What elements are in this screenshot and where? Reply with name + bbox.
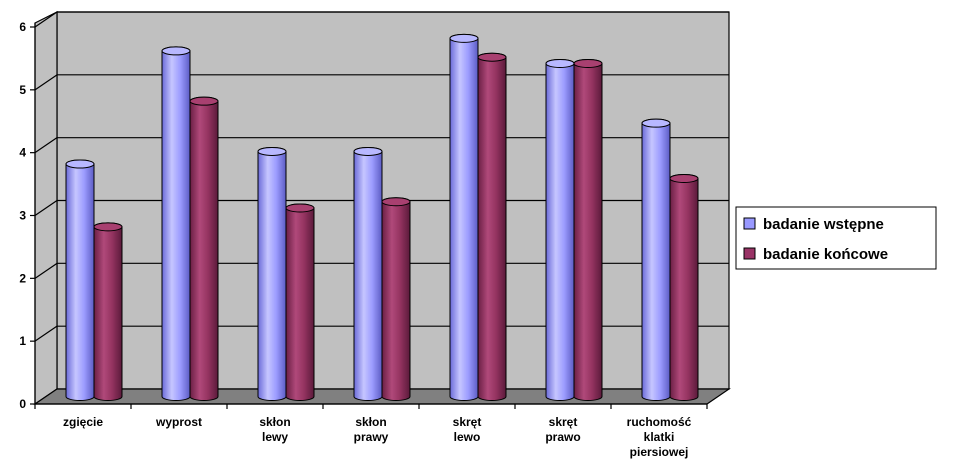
y-tick-label: 2 — [19, 271, 26, 285]
x-category-label-line: klatki — [644, 430, 675, 444]
x-category-label-line: skręt — [549, 415, 578, 429]
x-category-label-line: prawo — [545, 430, 580, 444]
y-axis: 0 1 2 3 4 5 6 — [19, 20, 36, 411]
x-category-label-line: lewo — [454, 430, 481, 444]
gridline — [34, 200, 58, 216]
x-category-label: zgięcie — [63, 415, 103, 429]
legend-box — [735, 206, 937, 270]
legend-swatch-badanie-koncowe — [743, 247, 756, 260]
bar-6-series-1 — [669, 173, 699, 401]
bar-4-series-1 — [477, 52, 507, 401]
bar-top-5-series-1 — [573, 58, 603, 68]
bar-5-series-1 — [573, 59, 603, 401]
x-category-label-line: skłon — [259, 415, 290, 429]
bar-5-series-0 — [545, 59, 575, 401]
legend-label-badanie-koncowe: badanie końcowe — [763, 246, 888, 263]
x-category-label-line: prawy — [354, 430, 389, 444]
legend: badanie wstępne badanie końcowe — [735, 206, 937, 270]
bar-0-series-1 — [93, 222, 123, 401]
bar-0-series-0 — [65, 159, 95, 401]
bar-top-6-series-0 — [641, 118, 671, 128]
bars — [65, 33, 699, 401]
bar-1-series-1 — [189, 96, 219, 401]
bar-top-0-series-0 — [65, 159, 95, 169]
x-category-label-line: piersiowej — [630, 445, 689, 459]
bar-top-4-series-1 — [477, 52, 507, 62]
x-category-label-line: zgięcie — [63, 415, 103, 429]
bar-top-3-series-0 — [353, 146, 383, 156]
x-category-label-line: skręt — [453, 415, 482, 429]
x-category-label-line: wyprost — [155, 415, 202, 429]
bar-4-series-0 — [449, 33, 479, 401]
bar-1-series-0 — [161, 46, 191, 401]
legend-swatch-badanie-wstepne — [743, 217, 756, 230]
bar-top-1-series-0 — [161, 46, 191, 56]
gridline — [34, 11, 58, 28]
bar-top-4-series-0 — [449, 33, 479, 43]
x-category-label: skłon lewy — [259, 415, 290, 444]
bar-top-3-series-1 — [381, 197, 411, 207]
x-category-label: skłon prawy — [354, 415, 389, 444]
bar-2-series-1 — [285, 203, 315, 401]
x-category-label-line: skłon — [355, 415, 386, 429]
y-tick-label: 1 — [19, 334, 26, 348]
bar-6-series-0 — [641, 118, 671, 401]
y-tick-label: 6 — [19, 20, 26, 34]
x-category-label: skręt prawo — [545, 415, 580, 444]
bar-3-series-0 — [353, 146, 383, 401]
x-category-label: ruchomość klatki piersiowej — [627, 415, 692, 459]
bar-3-series-1 — [381, 197, 411, 401]
gridline — [34, 74, 58, 91]
y-tick-label: 0 — [19, 397, 26, 411]
y-tick-label: 4 — [19, 146, 26, 160]
bar-top-0-series-1 — [93, 222, 123, 232]
y-tick-label: 5 — [19, 83, 26, 97]
gridline — [34, 325, 58, 342]
bar-top-6-series-1 — [669, 173, 699, 183]
x-category-label-line: lewy — [262, 430, 288, 444]
bar-2-series-0 — [257, 146, 287, 401]
legend-label-badanie-wstepne: badanie wstępne — [763, 216, 884, 233]
y-tick-label: 3 — [19, 209, 26, 223]
bar-top-2-series-1 — [285, 203, 315, 213]
bar-top-2-series-0 — [257, 146, 287, 156]
x-category-label: wyprost — [155, 415, 202, 429]
gridline — [34, 262, 58, 279]
x-category-label-line: ruchomość — [627, 415, 692, 429]
gridline — [34, 137, 58, 154]
bar-top-5-series-0 — [545, 58, 575, 68]
x-category-label: skręt lewo — [453, 415, 482, 444]
bar-top-1-series-1 — [189, 96, 219, 106]
